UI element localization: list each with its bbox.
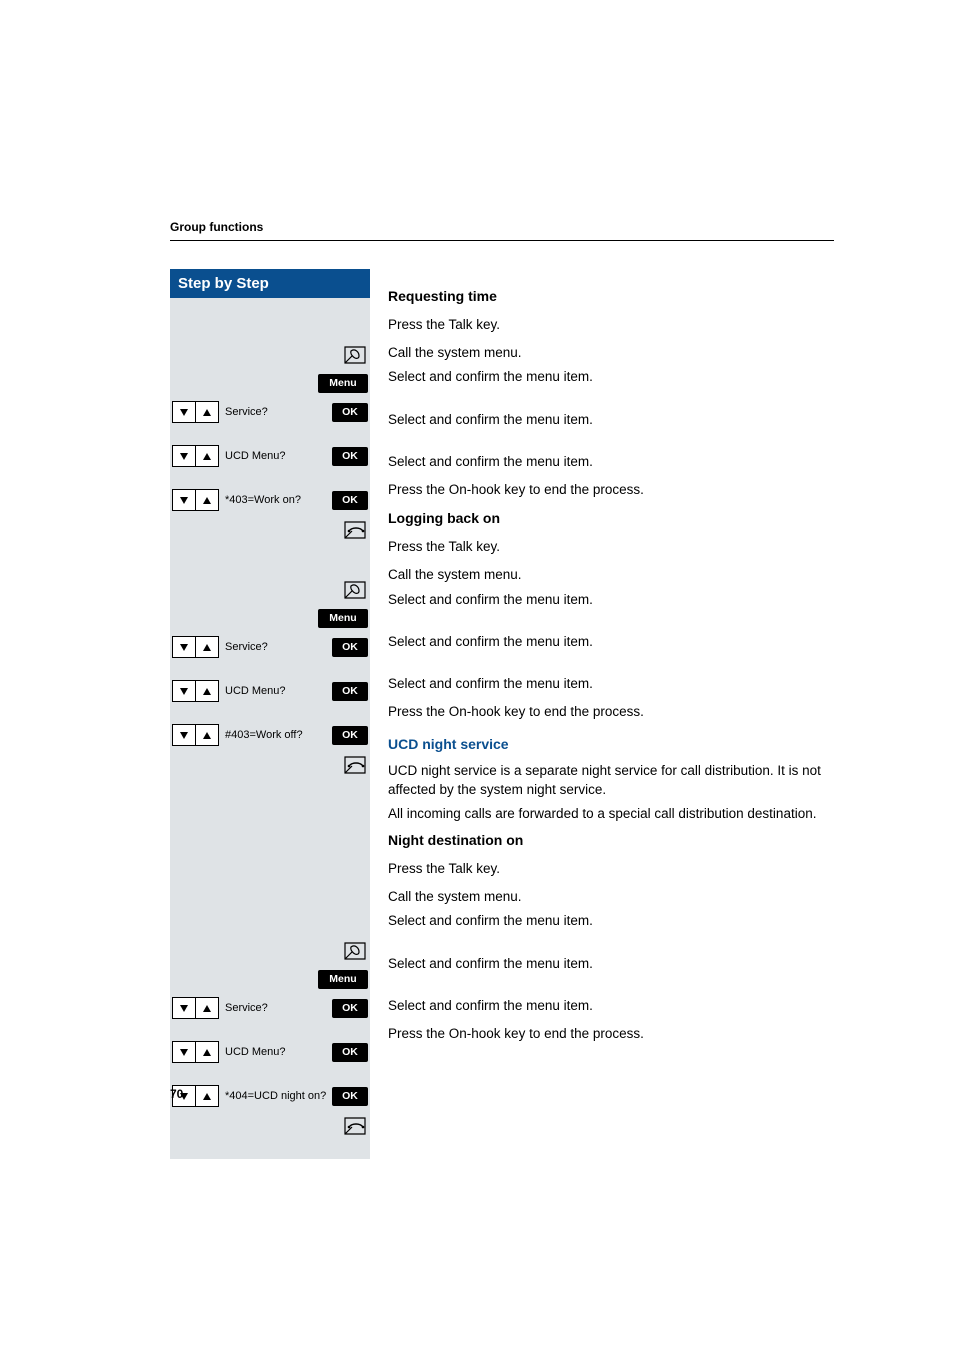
up-arrow-icon[interactable] — [195, 1041, 219, 1063]
main-columns: Step by Step — [170, 269, 834, 1159]
instruction-text: Press the On-hook key to end the process… — [388, 481, 834, 499]
instruction-text: Select and confirm the menu item. — [388, 453, 834, 471]
arrow-buttons[interactable] — [172, 724, 219, 746]
instruction-text: Press the On-hook key to end the process… — [388, 703, 834, 721]
menu-item-label: Service? — [221, 998, 330, 1018]
menu-item-label: Service? — [221, 637, 330, 657]
step-by-step-header: Step by Step — [170, 269, 370, 298]
instruction-text: Call the system menu. — [388, 344, 834, 362]
menu-pill[interactable]: Menu — [318, 609, 368, 628]
ok-pill[interactable]: OK — [332, 403, 368, 422]
arrow-buttons[interactable] — [172, 636, 219, 658]
menu-item-label: Service? — [221, 402, 330, 422]
instruction-text: Press the Talk key. — [388, 316, 834, 334]
instruction-text: Press the Talk key. — [388, 538, 834, 556]
onhook-key-icon — [342, 1115, 368, 1137]
down-arrow-icon[interactable] — [172, 724, 195, 746]
ok-pill[interactable]: OK — [332, 491, 368, 510]
page-number: 70 — [170, 1087, 183, 1101]
ok-pill[interactable]: OK — [332, 1087, 368, 1106]
right-column: Requesting time Press the Talk key. Call… — [370, 269, 834, 1159]
instruction-text: Select and confirm the menu item. — [388, 411, 834, 429]
talk-key-icon — [342, 344, 368, 366]
instruction-text: Select and confirm the menu item. — [388, 633, 834, 651]
up-arrow-icon[interactable] — [195, 997, 219, 1019]
arrow-buttons[interactable] — [172, 1041, 219, 1063]
up-arrow-icon[interactable] — [195, 445, 219, 467]
heading-night-destination-on: Night destination on — [388, 831, 834, 850]
down-arrow-icon[interactable] — [172, 445, 195, 467]
down-arrow-icon[interactable] — [172, 489, 195, 511]
paragraph: UCD night service is a separate night se… — [388, 762, 834, 798]
up-arrow-icon[interactable] — [195, 636, 219, 658]
heading-logging-back-on: Logging back on — [388, 509, 834, 528]
down-arrow-icon[interactable] — [172, 997, 195, 1019]
arrow-buttons[interactable] — [172, 997, 219, 1019]
instruction-text: Select and confirm the menu item. — [388, 591, 834, 609]
left-column: Step by Step — [170, 269, 370, 1159]
paragraph: All incoming calls are forwarded to a sp… — [388, 805, 834, 823]
onhook-key-icon — [342, 519, 368, 541]
arrow-buttons[interactable] — [172, 680, 219, 702]
instruction-text: Select and confirm the menu item. — [388, 675, 834, 693]
ok-pill[interactable]: OK — [332, 682, 368, 701]
up-arrow-icon[interactable] — [195, 489, 219, 511]
menu-item-label: UCD Menu? — [221, 1042, 330, 1062]
ok-pill[interactable]: OK — [332, 999, 368, 1018]
menu-item-label: *403=Work on? — [221, 490, 330, 510]
arrow-buttons[interactable] — [172, 445, 219, 467]
arrow-buttons[interactable] — [172, 489, 219, 511]
talk-key-icon — [342, 940, 368, 962]
up-arrow-icon[interactable] — [195, 401, 219, 423]
instruction-text: Select and confirm the menu item. — [388, 368, 834, 386]
section-header: Group functions — [170, 220, 834, 241]
page: Group functions Step by Step — [0, 0, 954, 1351]
left-rows: Menu Service? OK — [170, 298, 370, 1159]
up-arrow-icon[interactable] — [195, 680, 219, 702]
instruction-text: Press the Talk key. — [388, 860, 834, 878]
ok-pill[interactable]: OK — [332, 638, 368, 657]
instruction-text: Call the system menu. — [388, 888, 834, 906]
up-arrow-icon[interactable] — [195, 724, 219, 746]
down-arrow-icon[interactable] — [172, 401, 195, 423]
instruction-text: Select and confirm the menu item. — [388, 997, 834, 1015]
onhook-key-icon — [342, 754, 368, 776]
instruction-text: Call the system menu. — [388, 566, 834, 584]
talk-key-icon — [342, 579, 368, 601]
menu-item-label: *404=UCD night on? — [221, 1086, 330, 1106]
heading-requesting-time: Requesting time — [388, 287, 834, 306]
menu-item-label: UCD Menu? — [221, 681, 330, 701]
instruction-text: Press the On-hook key to end the process… — [388, 1025, 834, 1043]
arrow-buttons[interactable] — [172, 401, 219, 423]
heading-ucd-night-service: UCD night service — [388, 735, 834, 754]
down-arrow-icon[interactable] — [172, 636, 195, 658]
down-arrow-icon[interactable] — [172, 680, 195, 702]
ok-pill[interactable]: OK — [332, 447, 368, 466]
ok-pill[interactable]: OK — [332, 726, 368, 745]
down-arrow-icon[interactable] — [172, 1041, 195, 1063]
menu-item-label: UCD Menu? — [221, 446, 330, 466]
up-arrow-icon[interactable] — [195, 1085, 219, 1107]
instruction-text: Select and confirm the menu item. — [388, 955, 834, 973]
menu-pill[interactable]: Menu — [318, 970, 368, 989]
ok-pill[interactable]: OK — [332, 1043, 368, 1062]
menu-pill[interactable]: Menu — [318, 374, 368, 393]
menu-item-label: #403=Work off? — [221, 725, 330, 745]
instruction-text: Select and confirm the menu item. — [388, 912, 834, 930]
